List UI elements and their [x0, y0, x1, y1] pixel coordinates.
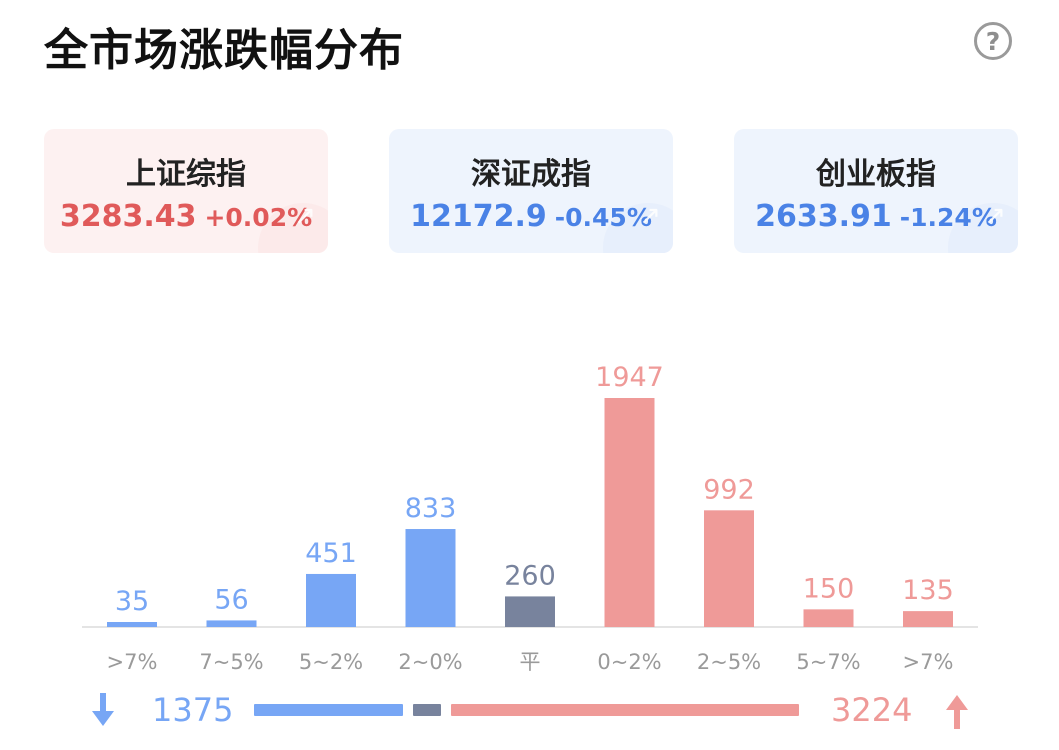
down-total-count: 1375 — [152, 691, 234, 729]
index-value: 12172.9 — [410, 199, 547, 234]
data-label: 35 — [115, 586, 149, 617]
summary-bar: 1375 3224 — [0, 685, 1059, 740]
x-tick-label: 5~2% — [299, 650, 363, 674]
x-tick-label: 平 — [520, 650, 541, 674]
bar[interactable] — [803, 609, 854, 627]
index-card-chinext[interactable]: 创业板指 2633.91 -1.24% ↗ — [734, 129, 1018, 253]
index-value: 2633.91 — [755, 199, 892, 234]
arrow-up-right-icon: ↗ — [294, 201, 316, 231]
bar[interactable] — [306, 573, 356, 627]
bar[interactable] — [903, 611, 953, 627]
help-icon[interactable]: ? — [974, 22, 1012, 60]
data-label: 135 — [902, 575, 954, 606]
index-card-szse[interactable]: 深证成指 12172.9 -0.45% ↗ — [389, 129, 673, 253]
up-proportion-bar — [450, 704, 799, 716]
bar[interactable] — [704, 510, 754, 627]
x-tick-label: 7~5% — [199, 650, 263, 674]
index-change: +0.02% — [204, 203, 313, 232]
arrow-up-right-icon: ↗ — [984, 201, 1006, 231]
data-label: 150 — [803, 573, 855, 604]
data-label: 56 — [214, 584, 248, 615]
data-label: 833 — [405, 493, 457, 524]
x-tick-label: >7% — [903, 650, 954, 674]
bar[interactable] — [405, 529, 456, 627]
index-change: -1.24% — [899, 203, 997, 232]
data-label: 260 — [504, 560, 556, 591]
index-name: 创业板指 — [816, 157, 936, 192]
index-value: 3283.43 — [59, 199, 197, 234]
index-name: 深证成指 — [471, 157, 591, 192]
up-total-count: 3224 — [831, 691, 913, 729]
x-tick-label: >7% — [107, 650, 158, 674]
arrow-up-icon — [946, 695, 968, 729]
bar[interactable] — [206, 620, 257, 627]
arrow-up-right-icon: ↗ — [639, 201, 661, 231]
index-card-sse[interactable]: 上证综指 3283.43 +0.02% ↗ — [44, 129, 328, 253]
data-label: 451 — [305, 538, 357, 569]
index-name: 上证综指 — [126, 157, 246, 192]
bar[interactable] — [107, 622, 157, 627]
distribution-bar-chart: 35 >7% 56 7~5% 451 5~2% 833 2~0% 260 平 1947 0~2% 992… — [82, 362, 978, 674]
x-tick-label: 2~0% — [398, 650, 462, 674]
x-tick-label: 0~2% — [597, 650, 661, 674]
x-tick-label: 2~5% — [697, 650, 761, 674]
bar[interactable] — [505, 596, 555, 627]
arrow-down-icon — [92, 693, 114, 726]
page-title: 全市场涨跌幅分布 — [44, 25, 404, 76]
bar[interactable] — [604, 398, 655, 627]
index-change: -0.45% — [554, 203, 652, 232]
down-proportion-bar — [254, 704, 403, 716]
data-label: 1947 — [595, 362, 664, 393]
x-tick-label: 5~7% — [796, 650, 860, 674]
data-label: 992 — [703, 474, 755, 505]
flat-proportion-bar — [412, 704, 441, 716]
